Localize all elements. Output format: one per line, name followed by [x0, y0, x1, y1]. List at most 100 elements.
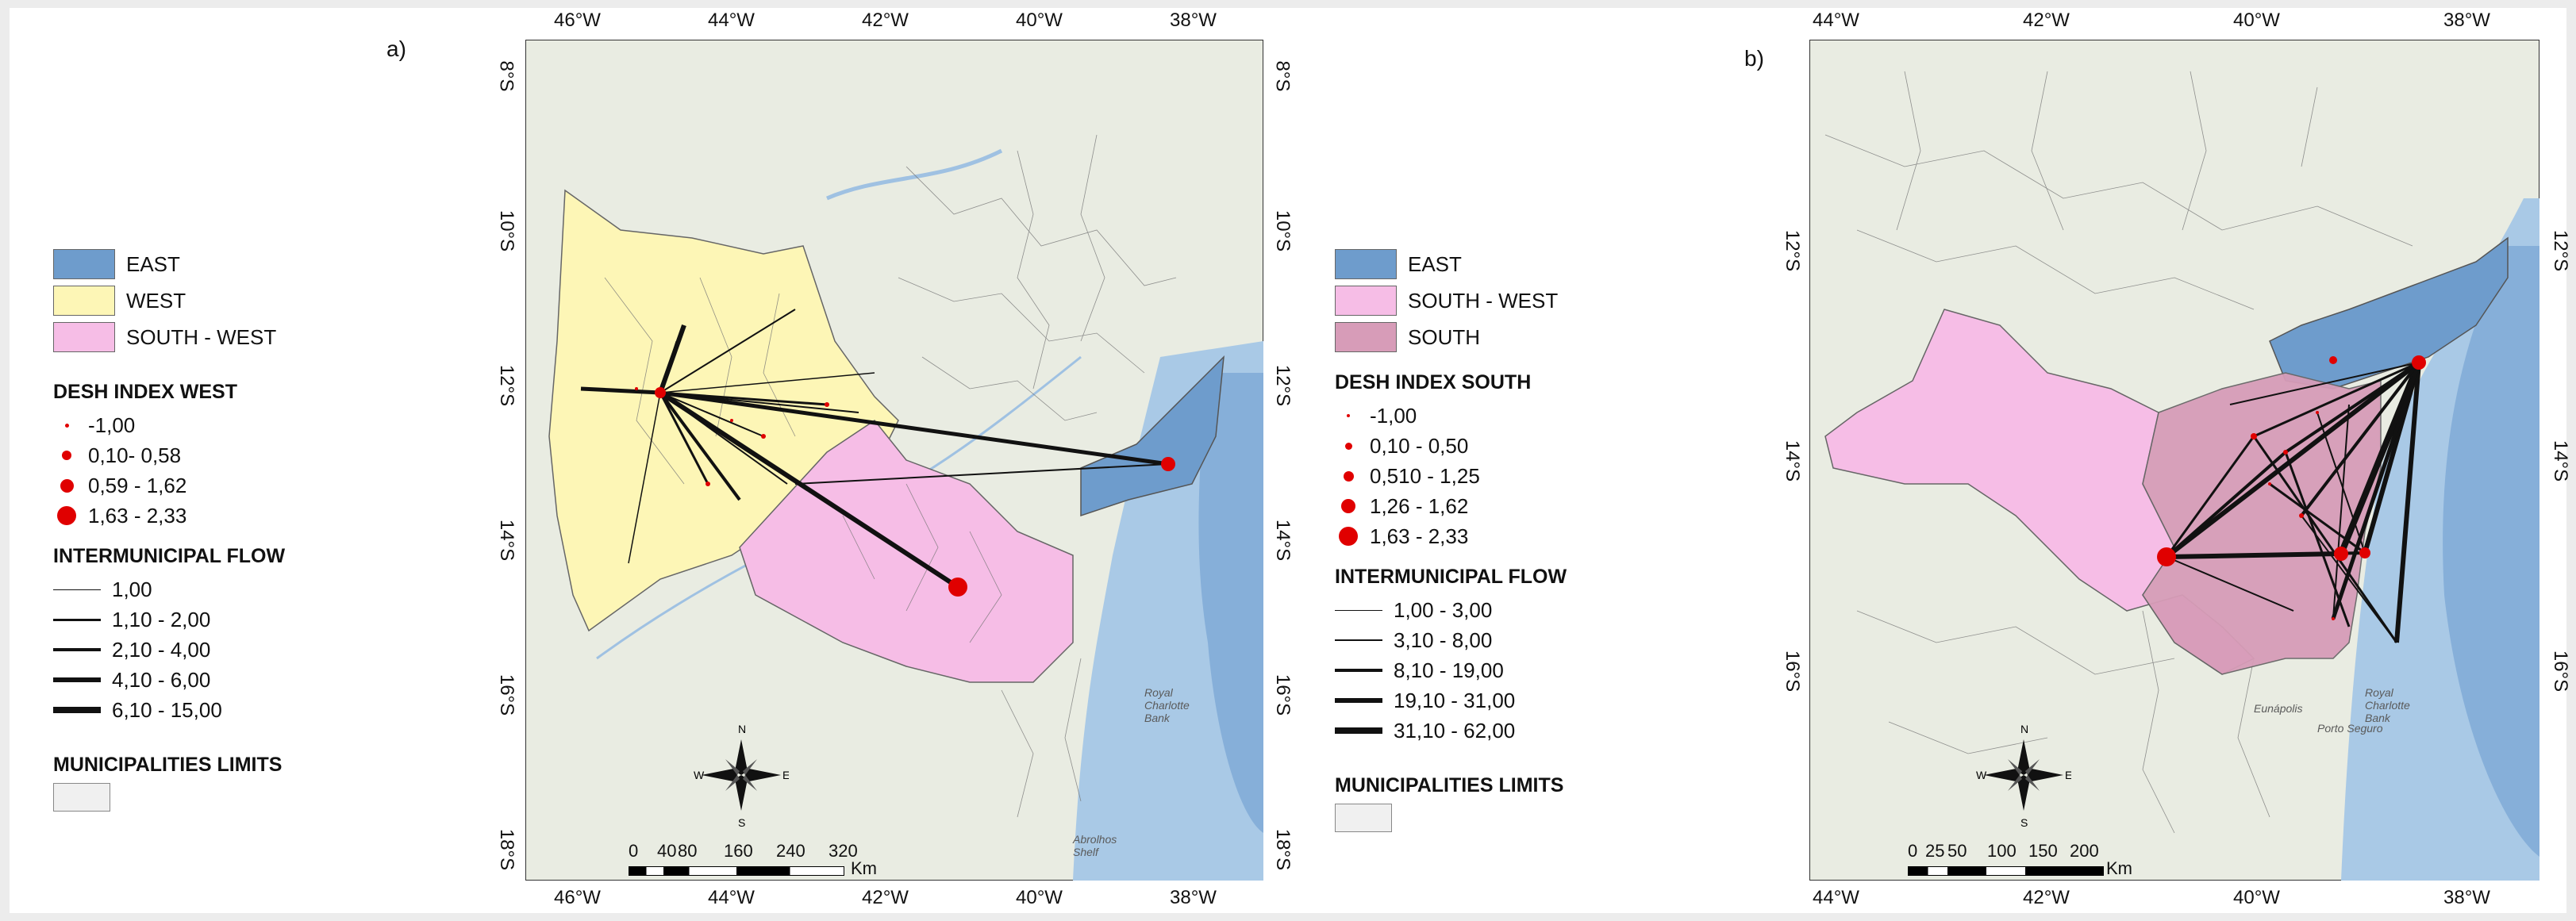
- index-item: -1,00: [1370, 403, 1417, 428]
- lon-tick: 42°W: [2023, 10, 2070, 31]
- lon-tick: 40°W: [1016, 10, 1063, 31]
- lon-tick: 44°W: [708, 10, 755, 31]
- flow-title: INTERMUNICIPAL FLOW: [53, 545, 286, 567]
- figure: a) EAST WEST SOUTH - WEST DESH INDEX WES…: [10, 8, 2571, 913]
- map-a: Royal Charlotte Bank Abrolhos Shelf: [525, 39, 1264, 881]
- lat-tick: 12°S: [1782, 229, 1804, 272]
- lon-tick: 46°W: [554, 10, 601, 31]
- lon-tick: 40°W: [2233, 887, 2280, 908]
- svg-text:N: N: [2020, 723, 2028, 735]
- svg-text:E: E: [782, 769, 789, 781]
- region-label: EAST: [1408, 251, 1462, 276]
- flow-line-icon: [53, 589, 101, 590]
- index-dot-icon: [1339, 527, 1358, 546]
- map-a-svg: [525, 39, 1264, 881]
- flow-line-icon: [1335, 669, 1382, 672]
- flows-a: [580, 309, 1169, 589]
- north-arrow-icon: N S W E: [1976, 723, 2071, 829]
- north-label: N: [738, 723, 746, 735]
- map-label: Royal Charlotte Bank: [1144, 686, 1190, 724]
- map-label: Abrolhos Shelf: [1073, 833, 1117, 858]
- index-item: 1,63 - 2,33: [88, 503, 187, 528]
- region-swatch-east: [53, 249, 115, 279]
- lon-tick: 38°W: [1170, 10, 1217, 31]
- points-a: [635, 387, 1175, 597]
- lat-tick: 14°S: [1782, 439, 1804, 482]
- lat-tick: 18°S: [496, 828, 518, 871]
- lat-tick: 8°S: [495, 60, 517, 92]
- lon-tick: 38°W: [2443, 10, 2490, 31]
- index-item: 1,26 - 1,62: [1370, 493, 1469, 518]
- flow-item: 6,10 - 15,00: [112, 697, 222, 722]
- legend-a: EAST WEST SOUTH - WEST DESH INDEX WEST -…: [53, 246, 285, 812]
- lon-tick: 42°W: [862, 887, 909, 908]
- lat-tick: 12°S: [496, 364, 518, 407]
- legend-a-region-0: EAST: [53, 246, 285, 282]
- index-dot-icon: [1343, 470, 1354, 482]
- lat-tick: 16°S: [1782, 650, 1804, 693]
- lon-tick: 38°W: [2443, 887, 2490, 908]
- flow-title: INTERMUNICIPAL FLOW: [1335, 566, 1567, 588]
- lon-tick: 42°W: [862, 10, 909, 31]
- lat-tick: 16°S: [496, 673, 518, 716]
- lon-tick: 40°W: [1016, 887, 1063, 908]
- flow-line-icon: [1335, 609, 1382, 611]
- region-label: WEST: [126, 288, 186, 313]
- region-swatch-southwest: [1335, 286, 1397, 316]
- lon-tick: 44°W: [1813, 887, 1859, 908]
- legend-b-region-0: EAST: [1335, 246, 1567, 282]
- region-label: SOUTH - WEST: [126, 324, 277, 349]
- lon-tick: 44°W: [1813, 10, 1859, 31]
- flow-item: 1,00: [112, 577, 152, 601]
- flow-item: 1,00 - 3,00: [1394, 597, 1493, 622]
- panel-b-label: b): [1744, 46, 1764, 71]
- index-item: 0,10- 0,58: [88, 443, 182, 467]
- map-label: Eunápolis: [2254, 702, 2303, 715]
- panel-a-label: a): [386, 36, 406, 61]
- svg-text:S: S: [2020, 816, 2028, 829]
- legend-b-region-2: SOUTH: [1335, 319, 1567, 355]
- lat-tick: 12°S: [2550, 229, 2572, 272]
- index-item: 0,59 - 1,62: [88, 473, 187, 497]
- lon-tick: 38°W: [1170, 887, 1217, 908]
- region-label: EAST: [126, 251, 180, 276]
- index-dot-icon: [62, 451, 71, 460]
- svg-text:W: W: [694, 769, 705, 781]
- scale-bar-a: 0 40 80 160 240 320 Km: [629, 841, 877, 878]
- lat-tick: 12°S: [1272, 364, 1294, 407]
- lat-tick: 14°S: [2550, 439, 2572, 482]
- limits-title: MUNICIPALITIES LIMITS: [53, 754, 283, 776]
- region-swatch-east: [1335, 249, 1397, 279]
- index-item: -1,00: [88, 413, 136, 437]
- index-title: DESH INDEX SOUTH: [1335, 371, 1532, 393]
- flow-item: 1,10 - 2,00: [112, 607, 211, 631]
- index-dot-icon: [60, 478, 74, 493]
- lon-tick: 44°W: [708, 887, 755, 908]
- index-dot-icon: [1344, 442, 1352, 450]
- lon-tick: 40°W: [2233, 10, 2280, 31]
- map-label: Porto Seguro: [2317, 722, 2383, 735]
- svg-text:E: E: [2065, 769, 2071, 781]
- region-label: SOUTH: [1408, 324, 1480, 349]
- flow-line-icon: [53, 618, 101, 621]
- index-dot-icon: [64, 423, 69, 428]
- lat-tick: 10°S: [496, 209, 518, 252]
- region-swatch-southwest: [53, 322, 115, 352]
- region-east: [1080, 355, 1225, 517]
- flows-b: [2165, 360, 2422, 643]
- legend-a-region-1: WEST: [53, 282, 285, 319]
- flow-item: 8,10 - 19,00: [1394, 658, 1504, 682]
- municipality-limit-swatch: [53, 783, 110, 812]
- lat-tick: 14°S: [1272, 519, 1294, 562]
- flow-item: 31,10 - 62,00: [1394, 718, 1516, 743]
- index-dot-icon: [1347, 414, 1350, 417]
- lat-tick: 10°S: [1272, 209, 1294, 252]
- flow-line-icon: [53, 648, 101, 651]
- map-b-svg: [1809, 39, 2540, 881]
- flow-item: 2,10 - 4,00: [112, 637, 211, 662]
- flow-line-icon: [1335, 698, 1382, 703]
- region-swatch-west: [53, 286, 115, 316]
- lat-tick: 18°S: [1272, 828, 1294, 871]
- flow-item: 3,10 - 8,00: [1394, 627, 1493, 652]
- index-item: 1,63 - 2,33: [1370, 524, 1469, 548]
